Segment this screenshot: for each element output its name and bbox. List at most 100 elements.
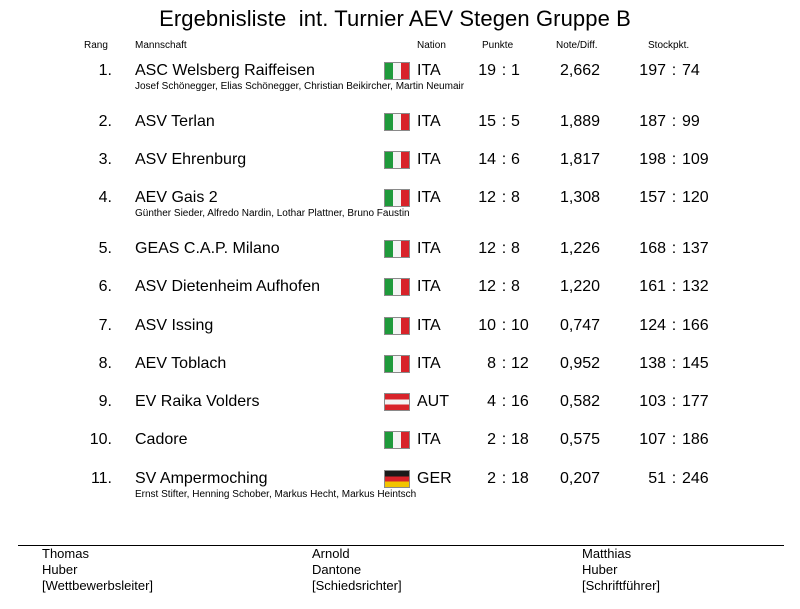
- player-list: Günther Sieder, Alfredo Nardin, Lothar P…: [135, 208, 410, 219]
- points-separator: :: [501, 240, 507, 257]
- nation-code: GER: [417, 470, 452, 487]
- team-name: GEAS C.A.P. Milano: [135, 240, 280, 257]
- signature-first-name: Arnold: [312, 546, 350, 561]
- flag-italy-icon: [384, 189, 410, 207]
- quotient-cell: 0,582: [560, 393, 601, 410]
- table-row: 5. GEAS C.A.P. Milano ITA 12:8 1,226 168:137: [0, 240, 800, 278]
- header-nation: Nation: [417, 40, 446, 51]
- stock-points-for: 197: [639, 62, 666, 79]
- stock-points-against: 145: [682, 355, 709, 372]
- team-name: ASV Issing: [135, 317, 214, 334]
- flag-italy-icon: [384, 431, 410, 449]
- nation-code: ITA: [417, 317, 441, 334]
- signature-divider: [18, 545, 784, 546]
- signature-block-recorder: Matthias Huber [Schriftführer]: [582, 546, 660, 594]
- table-row: 1. ASC Welsberg Raiffeisen ITA 19:1 2,662 197…: [0, 62, 800, 100]
- quotient-cell: 1,220: [560, 278, 601, 295]
- quotient-cell: 2,662: [560, 62, 601, 79]
- player-list: Josef Schönegger, Elias Schönegger, Chri…: [135, 81, 465, 92]
- stock-points-for: 187: [639, 113, 666, 130]
- points-separator: :: [501, 470, 507, 487]
- stock-points-for: 107: [639, 431, 666, 448]
- points-lost: 16: [511, 393, 529, 410]
- table-row: 4. AEV Gais 2 ITA 12:8 1,308 157:120 Günther S…: [0, 189, 800, 227]
- stock-separator: :: [671, 189, 677, 206]
- points-lost: 1: [511, 62, 520, 79]
- quotient-cell: 1,226: [560, 240, 601, 257]
- points-won: 12: [478, 189, 496, 206]
- team-name: Cadore: [135, 431, 188, 448]
- signature-last-name: Huber: [582, 562, 618, 577]
- nation-code: ITA: [417, 355, 441, 372]
- points-separator: :: [501, 355, 507, 372]
- team-name: ASV Ehrenburg: [135, 151, 247, 168]
- stock-points-for: 157: [639, 189, 666, 206]
- table-row: 7. ASV Issing ITA 10:10 0,747 124:166: [0, 317, 800, 355]
- quotient-cell: 1,817: [560, 151, 601, 168]
- points-won: 12: [478, 240, 496, 257]
- page-title: Ergebnisliste int. Turnier AEV Stegen Gr…: [159, 6, 631, 31]
- nation-code: ITA: [417, 151, 441, 168]
- points-separator: :: [501, 431, 507, 448]
- nation-code: ITA: [417, 278, 441, 295]
- team-name: AEV Toblach: [135, 355, 227, 372]
- rank-cell: 1.: [98, 62, 112, 79]
- table-row: 10. Cadore ITA 2:18 0,575 107:186: [0, 431, 800, 469]
- rank-cell: 3.: [98, 151, 112, 168]
- rank-cell: 6.: [98, 278, 112, 295]
- stock-points-against: 132: [682, 278, 709, 295]
- stock-points-for: 138: [639, 355, 666, 372]
- table-row: 6. ASV Dietenheim Aufhofen ITA 12:8 1,220 161…: [0, 278, 800, 316]
- nation-code: ITA: [417, 62, 441, 79]
- quotient-cell: 0,207: [560, 470, 601, 487]
- player-list: Ernst Stifter, Henning Schober, Markus H…: [135, 489, 417, 500]
- flag-italy-icon: [384, 278, 410, 296]
- nation-code: ITA: [417, 240, 441, 257]
- signature-role: [Wettbewerbsleiter]: [42, 578, 154, 593]
- stock-separator: :: [671, 317, 677, 334]
- quotient-cell: 0,575: [560, 431, 601, 448]
- points-lost: 12: [511, 355, 529, 372]
- stock-separator: :: [671, 431, 677, 448]
- flag-italy-icon: [384, 151, 410, 169]
- stock-separator: :: [671, 62, 677, 79]
- stock-points-against: 74: [682, 62, 700, 79]
- nation-code: ITA: [417, 189, 441, 206]
- nation-code: AUT: [417, 393, 449, 410]
- points-lost: 8: [511, 240, 520, 257]
- stock-points-for: 51: [648, 470, 666, 487]
- stock-separator: :: [671, 278, 677, 295]
- stock-points-against: 177: [682, 393, 709, 410]
- stock-points-for: 103: [639, 393, 666, 410]
- team-name: ASC Welsberg Raiffeisen: [135, 62, 315, 79]
- signature-first-name: Thomas: [42, 546, 89, 561]
- signature-last-name: Huber: [42, 562, 78, 577]
- table-row: 2. ASV Terlan ITA 15:5 1,889 187:99: [0, 113, 800, 151]
- stock-points-for: 124: [639, 317, 666, 334]
- nation-code: ITA: [417, 431, 441, 448]
- points-won: 4: [487, 393, 496, 410]
- quotient-cell: 0,952: [560, 355, 601, 372]
- rank-cell: 2.: [98, 113, 112, 130]
- flag-italy-icon: [384, 240, 410, 258]
- table-row: 3. ASV Ehrenburg ITA 14:6 1,817 198:109: [0, 151, 800, 189]
- points-lost: 10: [511, 317, 529, 334]
- rank-cell: 5.: [98, 240, 112, 257]
- points-separator: :: [501, 151, 507, 168]
- header-team: Mannschaft: [135, 40, 187, 51]
- stock-separator: :: [671, 151, 677, 168]
- stock-points-for: 168: [639, 240, 666, 257]
- points-separator: :: [501, 113, 507, 130]
- stock-points-against: 166: [682, 317, 709, 334]
- flag-italy-icon: [384, 62, 410, 80]
- table-row: 11. SV Ampermoching GER 2:18 0,207 51:246 Erns…: [0, 470, 800, 508]
- team-name: SV Ampermoching: [135, 470, 268, 487]
- stock-separator: :: [671, 470, 677, 487]
- points-won: 15: [478, 113, 496, 130]
- points-separator: :: [501, 317, 507, 334]
- stock-points-against: 109: [682, 151, 709, 168]
- stock-points-for: 198: [639, 151, 666, 168]
- stock-separator: :: [671, 113, 677, 130]
- rank-cell: 7.: [98, 317, 112, 334]
- stock-points-against: 137: [682, 240, 709, 257]
